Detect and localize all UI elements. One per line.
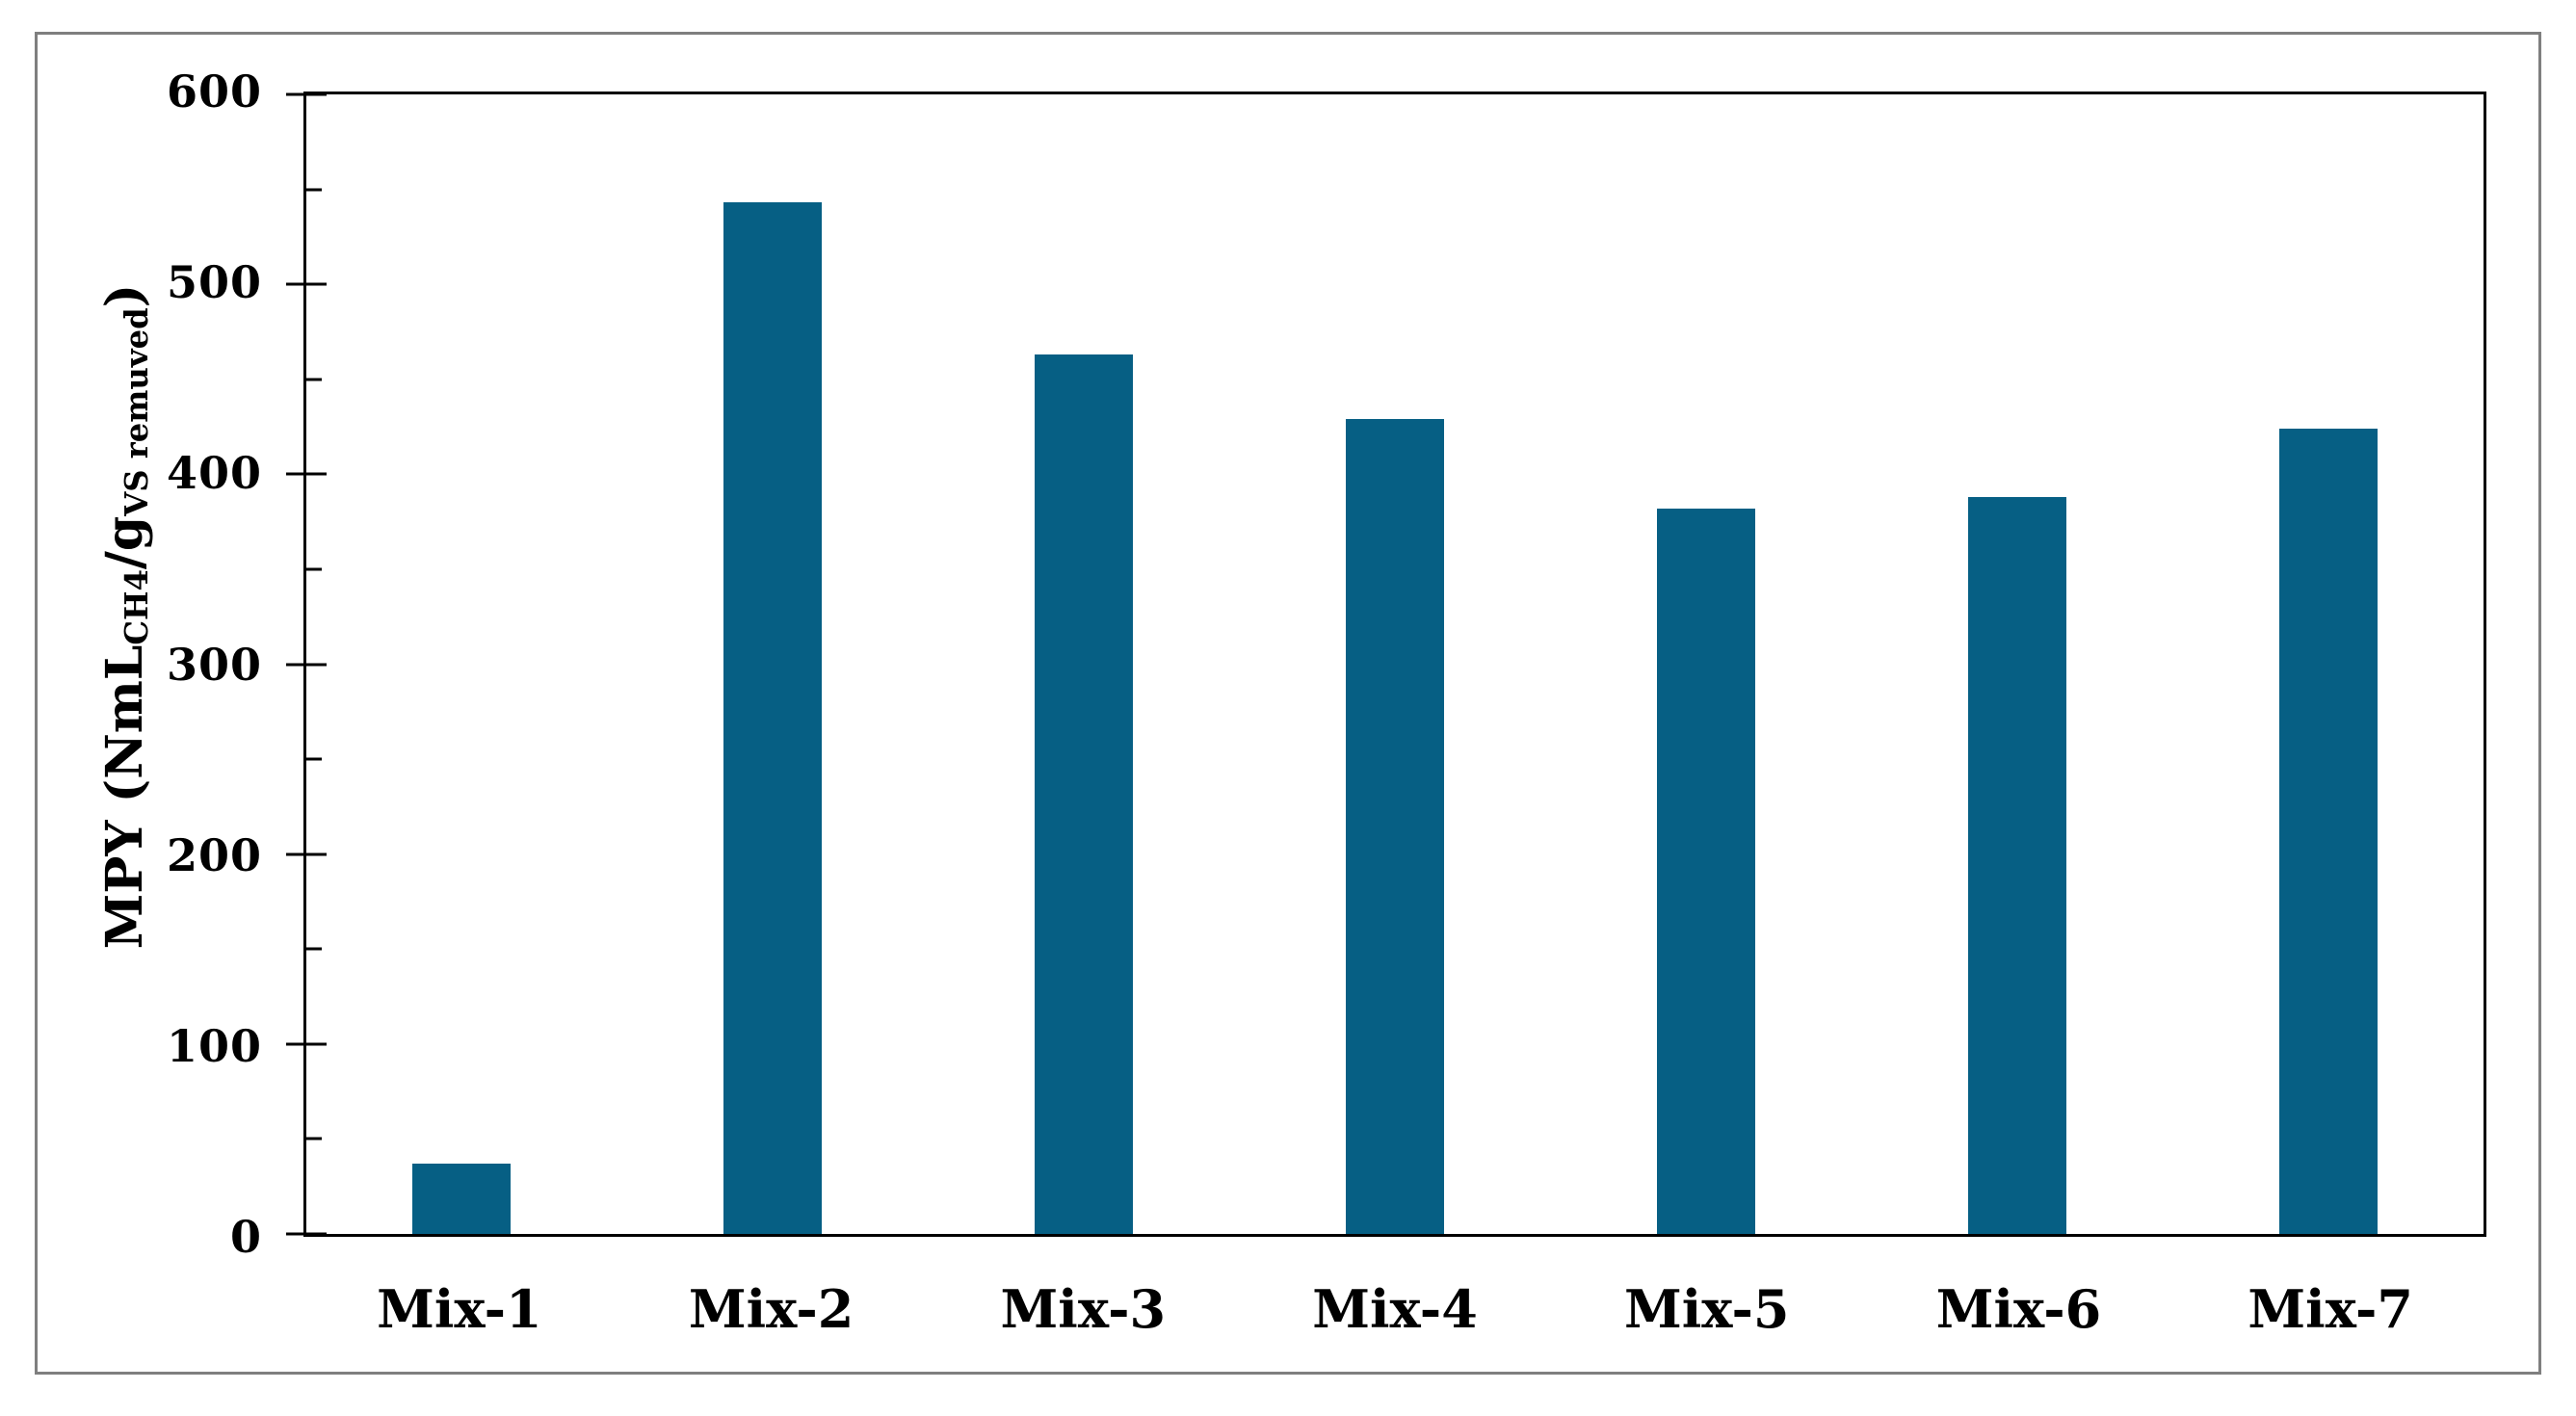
bar-slot-mix-7: [2172, 94, 2484, 1234]
y-tick-label-300: 300: [166, 638, 262, 691]
y-major-tick-600: [286, 92, 327, 96]
y-major-tick-500: [286, 282, 327, 286]
y-major-tick-200: [286, 852, 327, 856]
y-minor-tick-550: [306, 188, 322, 192]
y-major-tick-0: [286, 1232, 327, 1236]
bar-slot-mix-1: [306, 94, 618, 1234]
x-category-label-mix-4: Mix-4: [1312, 1278, 1478, 1340]
y-tick-label-400: 400: [166, 447, 262, 500]
y-major-tick-400: [286, 472, 327, 476]
plot-area: [286, 92, 2486, 1237]
y-minor-tick-50: [306, 1137, 322, 1141]
bar-mix-1: [412, 1164, 512, 1234]
x-category-label-mix-2: Mix-2: [688, 1278, 854, 1340]
bar-mix-7: [2278, 429, 2378, 1234]
y-tick-label-500: 500: [166, 256, 262, 309]
y-tick-label-0: 0: [229, 1211, 262, 1263]
x-category-label-mix-7: Mix-7: [2247, 1278, 2413, 1340]
y-major-tick-300: [286, 663, 327, 666]
bar-slot-mix-4: [1240, 94, 1551, 1234]
x-category-label-mix-3: Mix-3: [1000, 1278, 1167, 1340]
y-minor-tick-350: [306, 567, 322, 571]
bar-mix-5: [1656, 508, 1755, 1234]
bar-mix-2: [723, 202, 823, 1234]
bar-slot-mix-5: [1550, 94, 1861, 1234]
bar-slot-mix-3: [929, 94, 1240, 1234]
y-tick-label-600: 600: [166, 66, 262, 118]
y-minor-tick-150: [306, 947, 322, 951]
bar-mix-3: [1035, 354, 1134, 1234]
y-minor-tick-250: [306, 757, 322, 761]
y-minor-tick-450: [306, 378, 322, 381]
bar-slot-mix-2: [618, 94, 929, 1234]
bar-slot-mix-6: [1861, 94, 2172, 1234]
bar-mix-6: [1967, 497, 2066, 1234]
bar-mix-4: [1346, 419, 1444, 1234]
y-axis-tick-labels: 0 100 200 300 400 500 600: [0, 69, 262, 1259]
bars-container: [306, 94, 2484, 1234]
x-category-label-mix-5: Mix-5: [1623, 1278, 1790, 1340]
x-category-label-mix-6: Mix-6: [1935, 1278, 2102, 1340]
x-axis-category-labels: Mix-1 Mix-2 Mix-3 Mix-4 Mix-5 Mix-6 Mix-7: [303, 1273, 2486, 1350]
y-tick-label-100: 100: [166, 1019, 262, 1072]
y-tick-label-200: 200: [166, 828, 262, 881]
x-category-label-mix-1: Mix-1: [377, 1278, 542, 1340]
y-major-tick-100: [286, 1042, 327, 1046]
